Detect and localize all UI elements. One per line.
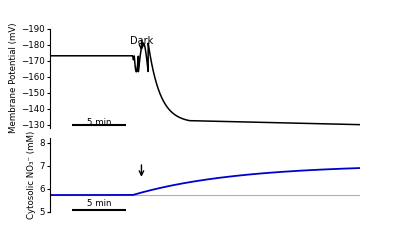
Text: 5 min: 5 min [86, 118, 111, 127]
Text: Dark: Dark [130, 36, 153, 46]
Y-axis label: Cytosolic NO₃⁻ (mM): Cytosolic NO₃⁻ (mM) [27, 131, 36, 219]
Text: 5 min: 5 min [86, 199, 111, 208]
Y-axis label: Membrane Potential (mV): Membrane Potential (mV) [9, 23, 18, 134]
